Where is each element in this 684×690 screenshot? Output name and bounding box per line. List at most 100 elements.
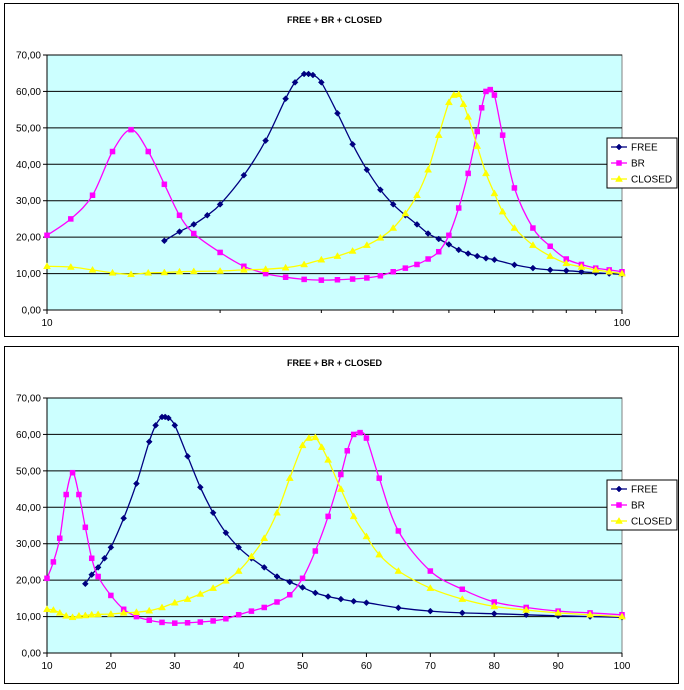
data-point [363, 435, 370, 441]
data-point [402, 265, 409, 271]
data-point [309, 71, 317, 79]
data-point [128, 126, 134, 133]
data-point [88, 571, 96, 579]
data-point [161, 237, 168, 245]
data-point [499, 132, 506, 138]
data-point [454, 90, 463, 98]
x-tick-label: 50 [297, 661, 309, 672]
data-point [334, 109, 341, 117]
data-point [62, 611, 71, 619]
data-point [401, 209, 410, 217]
data-point [510, 224, 519, 231]
data-point [591, 265, 600, 273]
data-point [390, 269, 396, 275]
data-point [282, 95, 289, 103]
x-tick-label: 20 [105, 661, 117, 672]
data-point [216, 267, 225, 274]
data-point [66, 263, 75, 270]
data-point [282, 274, 289, 280]
legend-label: CLOSED [631, 517, 672, 528]
data-point [301, 276, 307, 283]
x-tick-label: 100 [614, 661, 631, 672]
data-point [287, 591, 293, 598]
data-point [146, 617, 152, 623]
data-point [94, 610, 103, 618]
data-point [69, 469, 76, 476]
data-point [260, 564, 268, 571]
data-point [490, 610, 498, 618]
data-point [482, 254, 490, 262]
data-point [389, 201, 397, 208]
y-tick-label: 40,00 [16, 160, 41, 171]
legend-marker [616, 502, 622, 508]
y-tick-label: 0,00 [22, 306, 42, 317]
data-point [145, 148, 152, 155]
data-point [333, 252, 342, 259]
y-tick-label: 10,00 [16, 612, 41, 623]
data-point [529, 264, 537, 272]
data-point [165, 414, 172, 422]
data-point [491, 256, 498, 264]
plot-area [46, 54, 623, 311]
x-tick-label: 90 [553, 661, 565, 672]
data-point [325, 513, 331, 520]
data-point [554, 608, 563, 616]
data-point [68, 216, 74, 222]
data-point [376, 475, 382, 481]
data-point [317, 78, 325, 86]
data-point [459, 586, 466, 592]
data-point [363, 599, 370, 607]
legend-label: CLOSED [631, 175, 672, 186]
legend-marker [615, 485, 623, 493]
data-point [189, 267, 198, 275]
data-point [132, 608, 141, 615]
data-point [375, 550, 384, 558]
data-point [240, 171, 248, 179]
data-point [144, 268, 153, 276]
y-tick-label: 20,00 [16, 576, 41, 587]
data-point [528, 241, 537, 248]
legend-label: BR [631, 501, 645, 512]
data-point [349, 140, 356, 148]
legend-marker [615, 517, 623, 524]
y-tick-label: 70,00 [16, 51, 41, 62]
data-point [81, 611, 90, 619]
data-point [235, 544, 243, 551]
chart-svg-1: FREE + BR + CLOSED 0,00 10,00 20,00 30,00 40,… [16, 15, 678, 329]
data-point [203, 211, 211, 219]
data-point [446, 232, 452, 239]
data-point [145, 606, 154, 614]
data-point [108, 268, 117, 276]
data-point [119, 608, 128, 616]
y-tick-label: 10,00 [16, 269, 41, 280]
data-point [235, 612, 242, 618]
chart-title: FREE + BR + CLOSED [287, 358, 383, 368]
data-point [209, 584, 218, 591]
data-point [444, 98, 453, 106]
data-point [459, 100, 468, 107]
data-point [81, 580, 89, 588]
data-point [108, 592, 114, 599]
y-tick-label: 50,00 [16, 123, 41, 134]
data-point [424, 230, 432, 237]
data-point [49, 606, 58, 613]
chart-title: FREE + BR + CLOSED [287, 15, 383, 25]
data-point [75, 611, 83, 619]
data-point [44, 232, 50, 239]
data-point [298, 441, 307, 449]
y-tick-label: 20,00 [16, 233, 41, 244]
data-point [94, 564, 102, 571]
y-tick-label: 40,00 [16, 503, 41, 514]
data-point [88, 555, 95, 562]
data-point [424, 165, 433, 173]
data-point [305, 434, 313, 441]
data-point [377, 186, 384, 194]
data-point [221, 576, 230, 584]
data-point [44, 575, 50, 582]
data-point [455, 205, 462, 211]
data-point [426, 607, 434, 615]
data-point [317, 443, 326, 450]
y-tick-label: 70,00 [16, 394, 41, 405]
data-point [274, 599, 280, 605]
data-point [184, 620, 191, 626]
